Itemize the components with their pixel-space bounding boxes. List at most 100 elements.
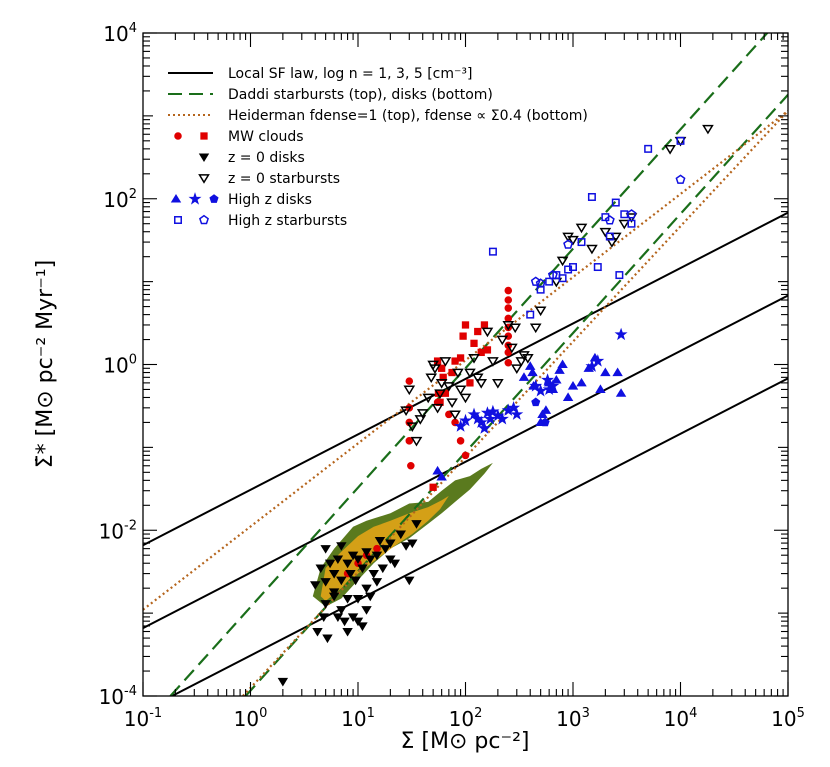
z0_disks-point-23 — [371, 551, 383, 561]
x-tick-label: 101 — [341, 706, 375, 731]
hz_starbursts_squares-point-12 — [605, 232, 614, 241]
axis-ticks — [142, 32, 789, 697]
x-tick-label: 104 — [664, 706, 698, 731]
z0_starbursts-point-29 — [506, 343, 518, 354]
z0_starbursts-point-1 — [403, 385, 416, 396]
hz_disks_pentagons-point-0 — [540, 417, 550, 427]
x-tick-label: 102 — [449, 706, 483, 731]
line-local-n5 — [169, 377, 788, 696]
legend-symbol-z0sb — [198, 174, 210, 184]
y-tick-label: 100 — [103, 353, 137, 378]
z0_disks-point-24 — [374, 537, 386, 546]
z0_starbursts-point-35 — [529, 323, 542, 334]
line-daddi-top — [169, 33, 769, 696]
z0_starbursts-point-15 — [446, 398, 458, 409]
y-tick-label: 10-2 — [99, 518, 137, 543]
hz_disks_triangles-point-15 — [567, 380, 579, 390]
hz_starbursts_squares-point-14 — [615, 271, 624, 280]
mw_circles-point-14 — [504, 314, 513, 323]
z0_starbursts-point-50 — [702, 124, 714, 135]
z0_starbursts-point-43 — [599, 227, 612, 238]
x-tick-label: 10-1 — [124, 706, 162, 731]
z0_starbursts-point-17 — [452, 368, 464, 379]
series-mw_circles — [343, 286, 513, 578]
z0_disks-point-1 — [315, 564, 326, 574]
z0_disks-point-10 — [339, 617, 350, 627]
hz_starbursts_pentagons-point-1 — [535, 278, 546, 288]
legend-label-daddi: Daddi starbursts (top), disks (bottom) — [228, 87, 493, 103]
z0_disks-point-34 — [411, 520, 422, 529]
z0_starbursts-point-23 — [475, 378, 488, 389]
z0_starbursts-point-2 — [406, 422, 419, 432]
z0_starbursts-point-33 — [518, 351, 530, 361]
hz_starbursts_squares-point-13 — [611, 198, 620, 207]
series-hz_disks_pentagons — [531, 397, 550, 427]
legend-symbol-hzdisk — [170, 192, 219, 205]
legend-marker-triangle — [198, 174, 210, 184]
legend-symbol-mw — [174, 132, 208, 140]
z0_starbursts-point-14 — [443, 382, 455, 392]
z0_disks-point-47 — [371, 578, 383, 587]
hz_disks_triangles-point-20 — [600, 367, 611, 377]
z0_disks-point-17 — [352, 594, 364, 604]
x-axis-label: Σ [M⊙ pc⁻²] — [401, 729, 530, 754]
hz_disks_stars-point-20 — [529, 379, 543, 392]
z0_starbursts-point-46 — [618, 219, 631, 230]
mw_circles-point-13 — [504, 304, 513, 312]
series-hz_starbursts_pentagons — [530, 174, 686, 288]
z0_disks-point-20 — [361, 584, 372, 594]
series-z0_disks — [277, 520, 422, 687]
x-tick-label: 100 — [234, 706, 268, 731]
hz_starbursts_squares-point-3 — [545, 277, 554, 286]
y-tick-label: 104 — [103, 21, 137, 46]
z0_starbursts-point-5 — [416, 409, 429, 419]
z0_disks-point-36 — [322, 634, 333, 644]
legend-entry-daddi: Daddi starbursts (top), disks (bottom) — [168, 87, 493, 103]
hz_starbursts_squares-point-6 — [564, 265, 573, 274]
hz_starbursts_pentagons-point-3 — [563, 239, 573, 249]
z0_starbursts-point-28 — [502, 321, 515, 331]
mw_squares-point-4 — [436, 398, 444, 406]
hz_disks_stars-point-14 — [541, 373, 555, 386]
z0_starbursts-point-41 — [575, 223, 588, 234]
z0_disks-point-8 — [336, 576, 347, 586]
z0_disks-point-48 — [328, 592, 340, 602]
hz_disks_stars-point-21 — [534, 384, 548, 397]
z0_disks-point-43 — [357, 622, 368, 632]
z0_disks-point-27 — [385, 539, 396, 549]
z0_disks-point-4 — [324, 559, 336, 569]
hz_disks_triangles-point-12 — [554, 365, 565, 374]
z0_starbursts-point-44 — [606, 238, 618, 248]
legend-entry-z0sb: z = 0 starbursts — [198, 171, 340, 187]
z0_disks-point-31 — [400, 542, 412, 551]
z0_starbursts-point-26 — [492, 378, 504, 389]
z0_disks-point-11 — [342, 559, 353, 569]
legend-marker-triangle — [198, 153, 210, 163]
hz_disks_triangles-point-11 — [551, 374, 562, 384]
legend-marker-pentagon — [209, 194, 219, 203]
hz_disks_triangles-point-8 — [540, 405, 552, 414]
z0_starbursts-point-21 — [468, 354, 480, 364]
z0_disks-point-0 — [310, 581, 321, 590]
hz_starbursts_squares-point-1 — [526, 310, 535, 319]
z0_disks-point-49 — [320, 578, 331, 587]
legend-entry-local: Local SF law, log n = 1, 3, 5 [cm⁻³] — [168, 66, 472, 82]
legend-entry-hzdisk: High z disks — [170, 192, 312, 208]
mw_circles-point-10 — [461, 451, 470, 460]
z0_disks-point-32 — [404, 576, 415, 586]
z0_disks-point-28 — [385, 555, 396, 565]
z0_starbursts-point-32 — [515, 357, 528, 367]
z0_disks-point-15 — [350, 576, 361, 586]
mw_circles-point-4 — [407, 461, 415, 470]
mw_squares-point-15 — [483, 346, 492, 354]
hz_disks_triangles-point-1 — [436, 471, 447, 481]
z0_disks-point-6 — [328, 588, 340, 598]
z0_disks-point-39 — [352, 617, 364, 627]
z0_disks-point-5 — [328, 570, 340, 579]
hz_starbursts_squares-point-9 — [587, 193, 596, 201]
hz_starbursts_squares-point-16 — [627, 219, 636, 228]
hz_disks_triangles-point-19 — [595, 384, 606, 393]
legend-marker-square — [200, 132, 208, 140]
z0_starbursts-point-38 — [556, 256, 569, 267]
